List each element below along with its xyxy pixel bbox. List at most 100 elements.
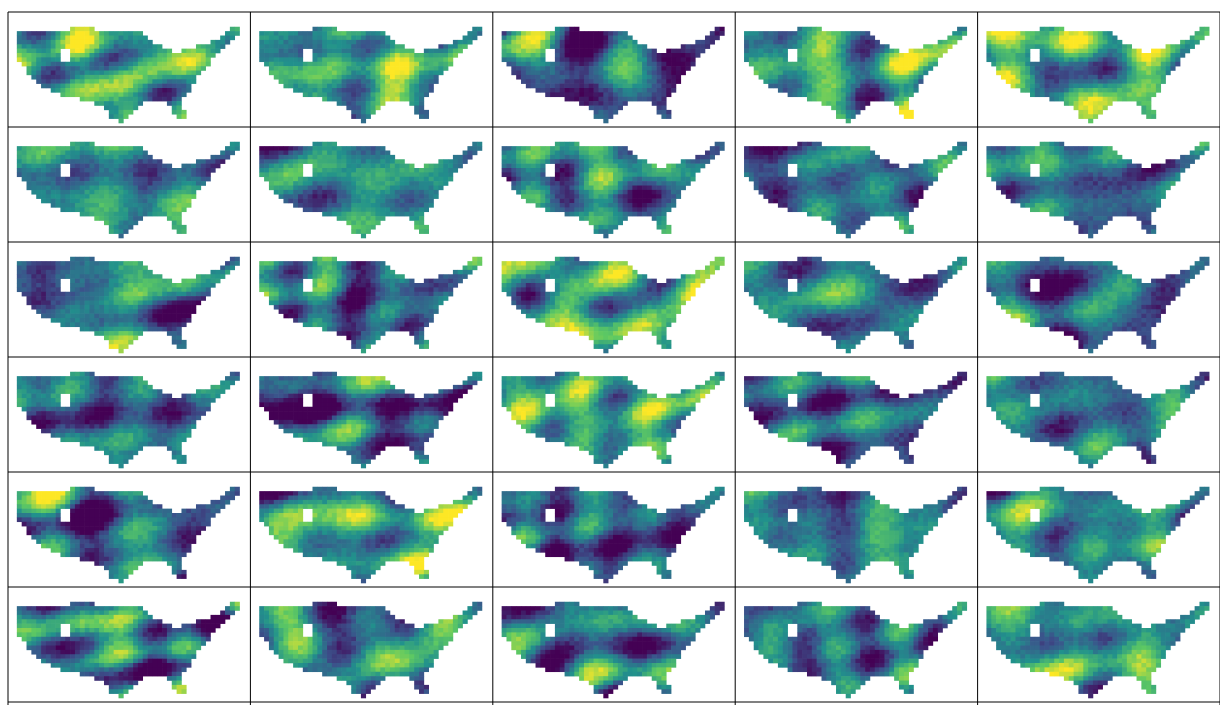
map-cell (593, 159, 599, 164)
map-cell (865, 39, 871, 45)
map-cell (389, 96, 396, 102)
map-cell (346, 35, 352, 41)
map-cell (317, 181, 323, 186)
map-cell (152, 168, 158, 173)
map-cell (317, 70, 323, 76)
map-cell (317, 207, 323, 213)
map-cell (840, 92, 847, 98)
map-cell (583, 185, 590, 191)
map-cell (651, 96, 657, 102)
map-cell (414, 61, 420, 67)
map-cell (685, 159, 691, 164)
map-cell (113, 229, 119, 234)
map-cell (535, 146, 541, 151)
map-cell (79, 74, 85, 80)
map-cell (574, 92, 580, 98)
map-cell (307, 83, 313, 89)
map-cell (521, 66, 527, 71)
map-cell (656, 172, 662, 178)
map-cell (821, 176, 827, 182)
map-cell (545, 146, 551, 151)
map-cell (535, 168, 541, 173)
map-cell (389, 70, 396, 76)
map-cell (472, 35, 478, 41)
map-cell (1030, 39, 1036, 45)
map-cell (351, 216, 357, 221)
map-cell (394, 211, 400, 217)
map-cell (588, 181, 594, 186)
map-cell (89, 57, 95, 63)
map-cell (327, 194, 333, 199)
map-cell (1054, 31, 1060, 36)
map-cell (94, 92, 100, 98)
map-cell (845, 83, 851, 89)
map-cell (622, 154, 628, 160)
map-cell (642, 79, 648, 84)
map-cell (79, 70, 85, 76)
map-cell (128, 70, 134, 76)
map-cell (128, 211, 134, 217)
map-cell (419, 96, 425, 102)
map-cell (162, 88, 168, 93)
map-cell (685, 57, 691, 63)
map-cell (16, 154, 22, 160)
map-cell (283, 176, 289, 182)
map-cell (860, 88, 866, 93)
map-cell (579, 181, 585, 186)
map-cell (336, 159, 342, 164)
map-cell (302, 35, 308, 41)
map-cell (341, 57, 347, 63)
map-cell (433, 70, 439, 76)
map-cell (540, 57, 546, 63)
map-cell (811, 181, 817, 186)
map-cell (850, 146, 856, 151)
map-cell (831, 96, 837, 102)
map-cell (753, 48, 759, 54)
map-cell (448, 176, 454, 182)
map-cell (137, 189, 144, 195)
map-cell (816, 150, 822, 156)
map-cell (874, 74, 880, 80)
map-cell (516, 168, 522, 173)
map-cell (336, 61, 342, 67)
map-cell (506, 146, 512, 151)
map-cell (525, 194, 531, 199)
map-cell (147, 159, 153, 164)
map-cell (288, 185, 294, 191)
map-cell (297, 154, 304, 160)
map-cell (375, 83, 381, 89)
map-cell (831, 189, 837, 195)
map-cell (365, 57, 371, 63)
map-cell (1078, 83, 1084, 89)
map-cell (55, 74, 61, 80)
map-cell (157, 194, 163, 199)
map-cell (360, 198, 367, 204)
map-cell (773, 159, 779, 164)
map-cell (913, 48, 919, 54)
map-cell (128, 146, 134, 151)
map-cell (142, 44, 148, 49)
map-cell (617, 181, 623, 186)
map-cell (41, 74, 47, 80)
map-cell (521, 44, 527, 49)
map-cell (535, 66, 541, 71)
map-cell (108, 229, 114, 234)
map-cell (521, 176, 527, 182)
map-cell (1049, 88, 1055, 93)
map-cell (123, 159, 129, 164)
map-cell (821, 150, 827, 156)
map-cell (593, 70, 599, 76)
map-cell (331, 159, 338, 164)
map-cell (642, 74, 648, 80)
map-cell (564, 154, 570, 160)
map-cell (389, 207, 396, 213)
map-cell (559, 57, 565, 63)
map-cell (675, 189, 682, 195)
map-cell (554, 61, 561, 67)
map-cell (617, 163, 623, 169)
map-cell (816, 141, 822, 147)
map-cell (297, 194, 304, 199)
map-cell (709, 35, 715, 41)
map-cell (322, 35, 328, 41)
map-cell (525, 66, 531, 71)
